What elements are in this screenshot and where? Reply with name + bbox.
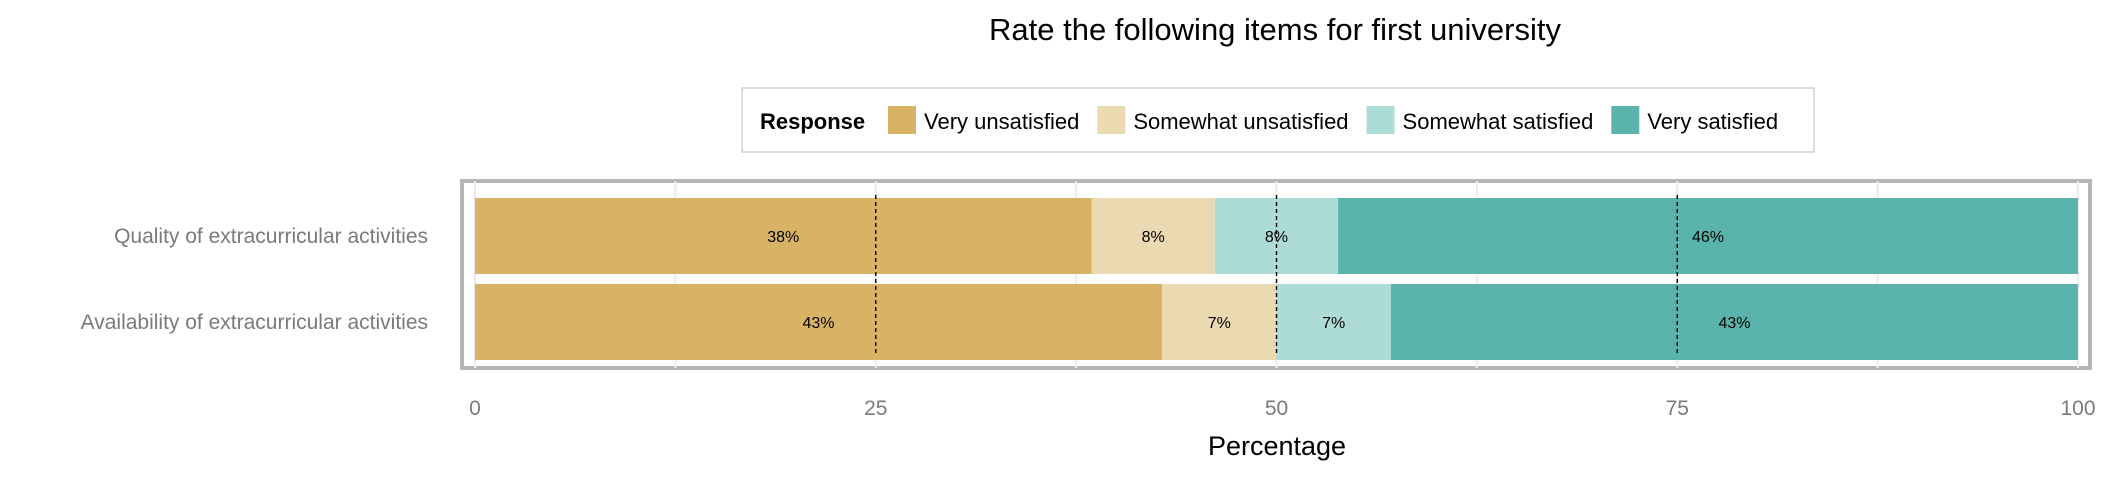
chart-title: Rate the following items for first unive… (989, 12, 1561, 47)
bars (475, 198, 2078, 360)
bar-segment (1390, 284, 2078, 360)
legend-swatch (888, 106, 916, 134)
x-axis-ticks: 0 25 50 75 100 (469, 397, 2095, 420)
x-tick-label: 25 (864, 397, 887, 420)
bar-segment (475, 284, 1163, 360)
category-label: Quality of extracurricular activities (114, 225, 428, 248)
x-tick-label: 75 (1666, 397, 1689, 420)
bar-segment (475, 198, 1092, 274)
category-label: Availability of extracurricular activiti… (81, 311, 428, 334)
bar-data-label: 8% (1265, 229, 1288, 246)
legend-swatch (1366, 106, 1395, 134)
data-labels: 38% 8% 8% 46% 43% 7% 7% 43% (767, 229, 1750, 332)
x-tick-label: 50 (1265, 397, 1288, 420)
legend-label: Somewhat unsatisfied (1133, 109, 1348, 134)
legend-label: Very satisfied (1647, 109, 1778, 134)
bar-segment (1162, 284, 1277, 360)
x-tick-label: 100 (2060, 397, 2095, 420)
bar-segment (1091, 198, 1215, 274)
bar-data-label: 46% (1692, 229, 1724, 246)
legend-label: Very unsatisfied (924, 109, 1079, 134)
bar-segment (1338, 198, 2078, 274)
bar-data-label: 7% (1208, 315, 1231, 332)
legend-swatch (1611, 106, 1640, 134)
x-axis-title: Percentage (1208, 431, 1346, 461)
legend: Response Very unsatisfied Somewhat unsati… (741, 87, 1815, 153)
legend-title: Response (760, 109, 865, 134)
legend-label: Somewhat satisfied (1403, 109, 1594, 134)
bar-data-label: 38% (767, 229, 799, 246)
reference-lines (875, 195, 1678, 356)
bar-data-label: 43% (803, 315, 835, 332)
bar-segment (1276, 284, 1391, 360)
bar-data-label: 7% (1322, 315, 1345, 332)
legend-items: Very unsatisfied Somewhat unsatisfied Some… (888, 106, 1778, 134)
bar-data-label: 8% (1142, 229, 1165, 246)
x-tick-label: 0 (469, 397, 481, 420)
bar-data-label: 43% (1718, 315, 1750, 332)
legend-swatch (1097, 106, 1126, 134)
category-labels: Quality of extracurricular activities Ava… (81, 225, 428, 334)
